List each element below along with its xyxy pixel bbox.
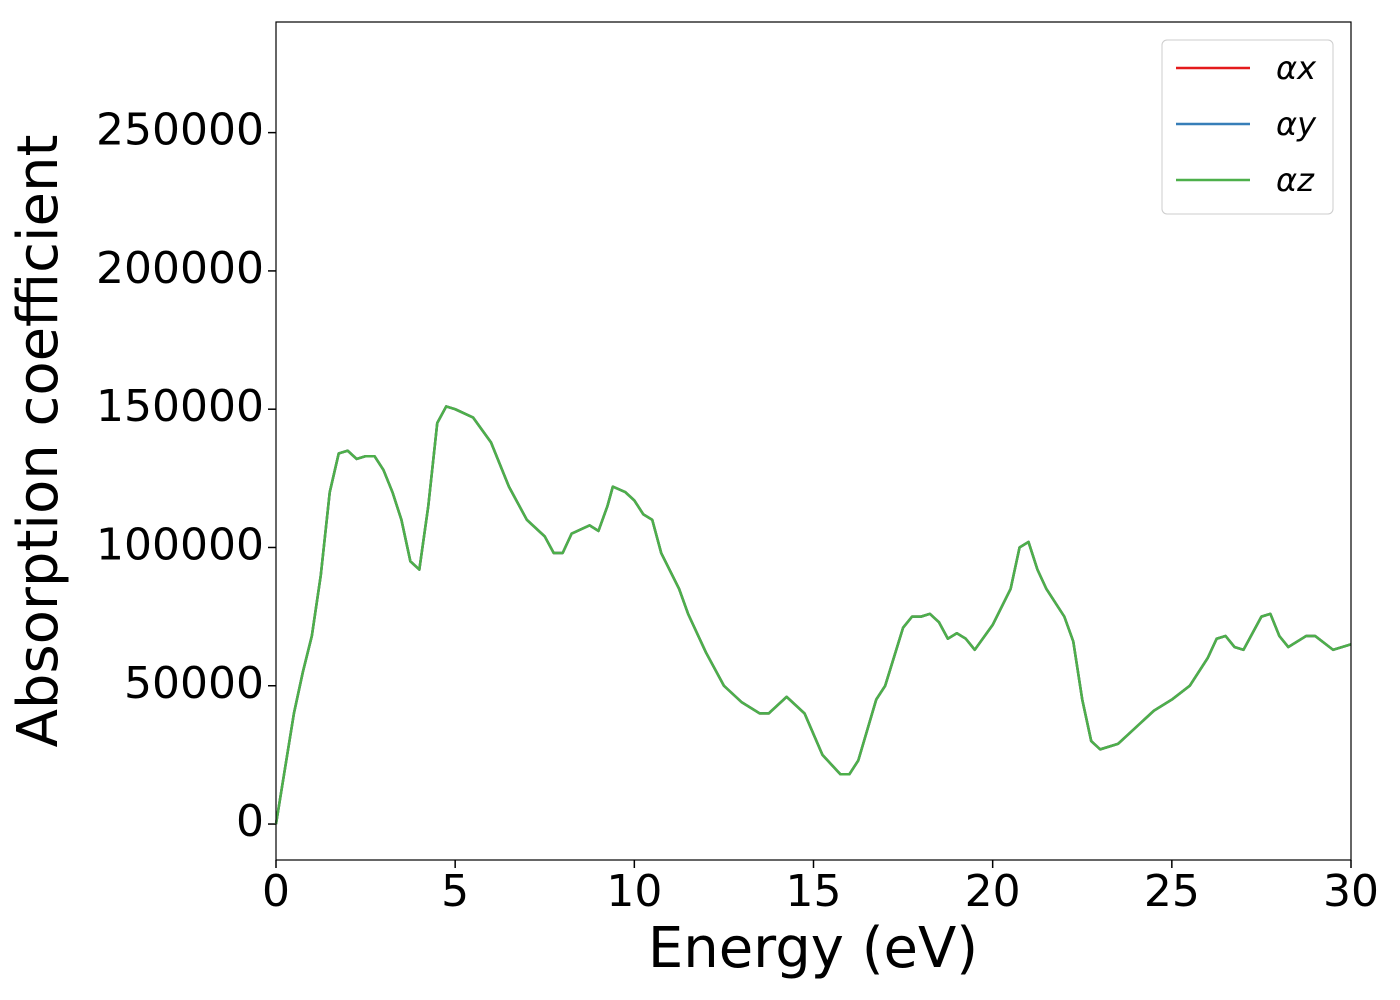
y-tick-label: 150000 bbox=[96, 381, 264, 432]
x-tick-label: 10 bbox=[606, 866, 662, 917]
legend-label: αy bbox=[1276, 105, 1317, 143]
legend-label: αx bbox=[1276, 49, 1317, 87]
x-tick-label: 20 bbox=[965, 866, 1021, 917]
x-tick-label: 15 bbox=[786, 866, 842, 917]
y-tick-label: 50000 bbox=[124, 658, 264, 709]
y-tick-label: 100000 bbox=[96, 519, 264, 570]
y-axis-label: Absorption coefficient bbox=[6, 135, 71, 748]
legend-box bbox=[1161, 39, 1334, 215]
x-axis-label: Energy (eV) bbox=[648, 916, 978, 981]
plot-frame bbox=[275, 21, 1352, 861]
x-tick-label: 30 bbox=[1323, 866, 1379, 917]
line-series bbox=[274, 405, 1352, 825]
x-tick-label: 0 bbox=[262, 866, 290, 917]
x-tick-label: 25 bbox=[1144, 866, 1200, 917]
x-tick-label: 5 bbox=[441, 866, 469, 917]
line-series bbox=[274, 405, 1352, 825]
line-series bbox=[274, 405, 1352, 825]
y-tick-label: 0 bbox=[236, 796, 264, 847]
y-tick-label: 200000 bbox=[96, 243, 264, 294]
legend-label: αz bbox=[1276, 161, 1315, 199]
y-tick-label: 250000 bbox=[96, 105, 264, 156]
